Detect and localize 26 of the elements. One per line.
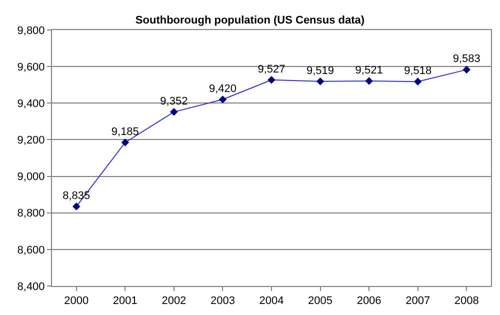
x-tick-label: 2005 [308, 295, 333, 308]
data-label: 9,352 [160, 95, 188, 108]
y-tick-label: 9,000 [17, 171, 45, 184]
y-tick-label: 9,600 [17, 61, 45, 74]
y-tick-label: 9,800 [17, 24, 45, 37]
y-tick-label: 8,800 [17, 208, 45, 220]
x-tick-label: 2004 [259, 295, 284, 308]
y-tick-label: 9,200 [17, 134, 45, 147]
y-tick-label: 8,600 [17, 244, 45, 256]
data-label: 9,583 [452, 53, 480, 66]
data-label: 9,527 [258, 63, 286, 76]
data-label: 9,420 [208, 82, 236, 95]
y-tick-label: 9,400 [17, 98, 45, 110]
data-label: 9,519 [306, 64, 334, 77]
x-tick-label: 2002 [162, 295, 186, 308]
x-tick-label: 2001 [112, 295, 138, 308]
x-tick-label: 2003 [210, 295, 235, 308]
data-label: 9,518 [404, 65, 432, 78]
data-label: 9,185 [111, 126, 139, 138]
chart-title: Southborough population (US Census data) [135, 14, 365, 26]
x-tick-label: 2008 [454, 295, 479, 308]
y-tick-label: 8,400 [17, 280, 45, 293]
x-tick-label: 2007 [406, 295, 430, 308]
x-tick-label: 2006 [356, 295, 382, 308]
x-tick-label: 2000 [64, 295, 89, 308]
data-label: 9,521 [355, 64, 383, 77]
